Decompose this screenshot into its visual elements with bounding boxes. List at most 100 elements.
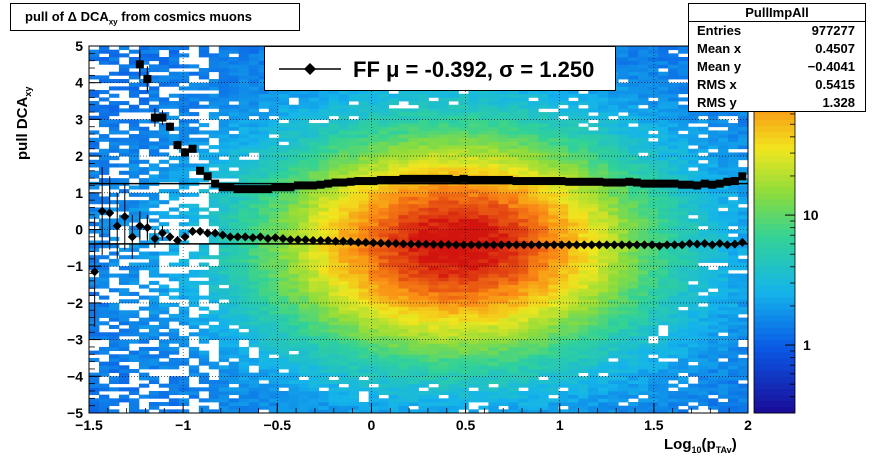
heatmap-cell bbox=[618, 203, 629, 208]
heatmap-cell bbox=[288, 357, 300, 363]
heatmap-cell bbox=[548, 222, 559, 227]
heatmap-cell bbox=[438, 211, 449, 216]
heatmap-cell bbox=[628, 383, 639, 388]
heatmap-cell bbox=[278, 343, 290, 348]
heatmap-cell bbox=[158, 236, 170, 241]
heatmap-cell bbox=[538, 123, 549, 128]
heatmap-cell bbox=[238, 398, 250, 403]
heatmap-cell bbox=[598, 299, 609, 304]
heatmap-cell bbox=[248, 60, 260, 65]
heatmap-cell bbox=[458, 361, 469, 366]
heatmap-cell bbox=[298, 134, 310, 139]
heatmap-cell bbox=[238, 302, 250, 307]
heatmap-cell bbox=[228, 295, 240, 300]
heatmap-cell bbox=[208, 328, 220, 333]
heatmap-cell bbox=[398, 200, 409, 205]
heatmap-cell bbox=[228, 163, 240, 168]
heatmap-cell bbox=[568, 104, 579, 109]
heatmap-cell bbox=[328, 123, 340, 128]
heatmap-cell bbox=[388, 97, 399, 102]
heatmap-cell bbox=[558, 357, 569, 363]
heatmap-cell bbox=[258, 90, 270, 95]
heatmap-cell bbox=[208, 394, 220, 399]
heatmap-cell bbox=[308, 211, 320, 216]
heatmap-cell bbox=[288, 405, 300, 410]
heatmap-cell bbox=[388, 306, 399, 311]
heatmap-cell bbox=[358, 383, 369, 388]
heatmap-cell bbox=[588, 273, 599, 278]
heatmap-cell bbox=[458, 266, 469, 271]
heatmap-cell bbox=[308, 196, 320, 201]
heatmap-cell bbox=[238, 280, 250, 285]
heatmap-cell bbox=[478, 321, 489, 326]
heatmap-cell bbox=[348, 104, 359, 109]
heatmap-cell bbox=[268, 409, 280, 414]
heatmap-cell bbox=[178, 222, 190, 227]
heatmap-cell bbox=[308, 167, 320, 172]
heatmap-cell bbox=[218, 357, 230, 363]
heatmap-cell bbox=[288, 372, 300, 377]
heatmap-cell bbox=[648, 379, 659, 385]
heatmap-cell bbox=[538, 350, 549, 355]
heatmap-cell bbox=[208, 379, 220, 385]
heatmap-cell bbox=[518, 269, 529, 274]
heatmap-cell bbox=[608, 211, 619, 216]
heatmap-cell bbox=[598, 119, 609, 124]
heatmap-cell bbox=[448, 130, 459, 135]
heatmap-cell bbox=[398, 93, 409, 98]
heatmap-cell bbox=[548, 291, 559, 296]
heatmap-cell bbox=[108, 93, 120, 98]
heatmap-cell bbox=[268, 302, 280, 307]
heatmap-cell bbox=[648, 218, 659, 223]
heatmap-cell bbox=[368, 104, 379, 109]
heatmap-cell bbox=[278, 405, 290, 410]
heatmap-cell bbox=[588, 332, 599, 337]
heatmap-cell bbox=[578, 324, 589, 329]
heatmap-cell bbox=[488, 361, 499, 366]
heatmap-cell bbox=[328, 156, 340, 161]
heatmap-cell bbox=[108, 302, 120, 307]
heatmap-cell bbox=[408, 361, 419, 366]
heatmap-cell bbox=[548, 409, 559, 414]
heatmap-cell bbox=[288, 203, 300, 208]
heatmap-cell bbox=[398, 233, 409, 238]
heatmap-cell bbox=[548, 156, 559, 161]
heatmap-cell bbox=[418, 383, 429, 388]
heatmap-cell bbox=[288, 302, 300, 307]
heatmap-cell bbox=[108, 207, 120, 212]
heatmap-cell bbox=[548, 90, 559, 95]
heatmap-cell bbox=[198, 86, 210, 91]
heatmap-cell bbox=[258, 159, 270, 164]
heatmap-cell bbox=[278, 339, 290, 344]
heatmap-cell bbox=[208, 152, 220, 157]
heatmap-cell bbox=[528, 130, 539, 135]
heatmap-cell bbox=[568, 236, 579, 241]
heatmap-cell bbox=[308, 244, 320, 249]
heatmap-cell bbox=[178, 137, 190, 142]
heatmap-cell bbox=[358, 218, 369, 223]
heatmap-cell bbox=[648, 313, 659, 318]
heatmap-cell bbox=[618, 350, 629, 355]
heatmap-cell bbox=[218, 269, 230, 274]
heatmap-cell bbox=[208, 159, 220, 164]
heatmap-cell bbox=[578, 350, 589, 355]
heatmap-cell bbox=[208, 299, 220, 304]
heatmap-cell bbox=[468, 372, 479, 377]
heatmap-cell bbox=[238, 321, 250, 326]
heatmap-cell bbox=[558, 346, 569, 352]
heatmap-cell bbox=[428, 262, 439, 267]
heatmap-cell bbox=[238, 390, 250, 396]
heatmap-cell bbox=[528, 387, 539, 392]
heatmap-cell bbox=[128, 93, 140, 98]
heatmap-cell bbox=[238, 255, 250, 260]
heatmap-cell bbox=[438, 291, 449, 296]
heatmap-cell bbox=[408, 207, 419, 212]
heatmap-cell bbox=[168, 357, 180, 363]
heatmap-cell bbox=[368, 200, 379, 205]
heatmap-cell bbox=[328, 255, 340, 260]
heatmap-cell bbox=[538, 368, 549, 374]
heatmap-cell bbox=[428, 398, 439, 403]
heatmap-cell bbox=[518, 119, 529, 124]
heatmap-cell bbox=[98, 218, 110, 223]
heatmap-cell bbox=[318, 178, 330, 183]
